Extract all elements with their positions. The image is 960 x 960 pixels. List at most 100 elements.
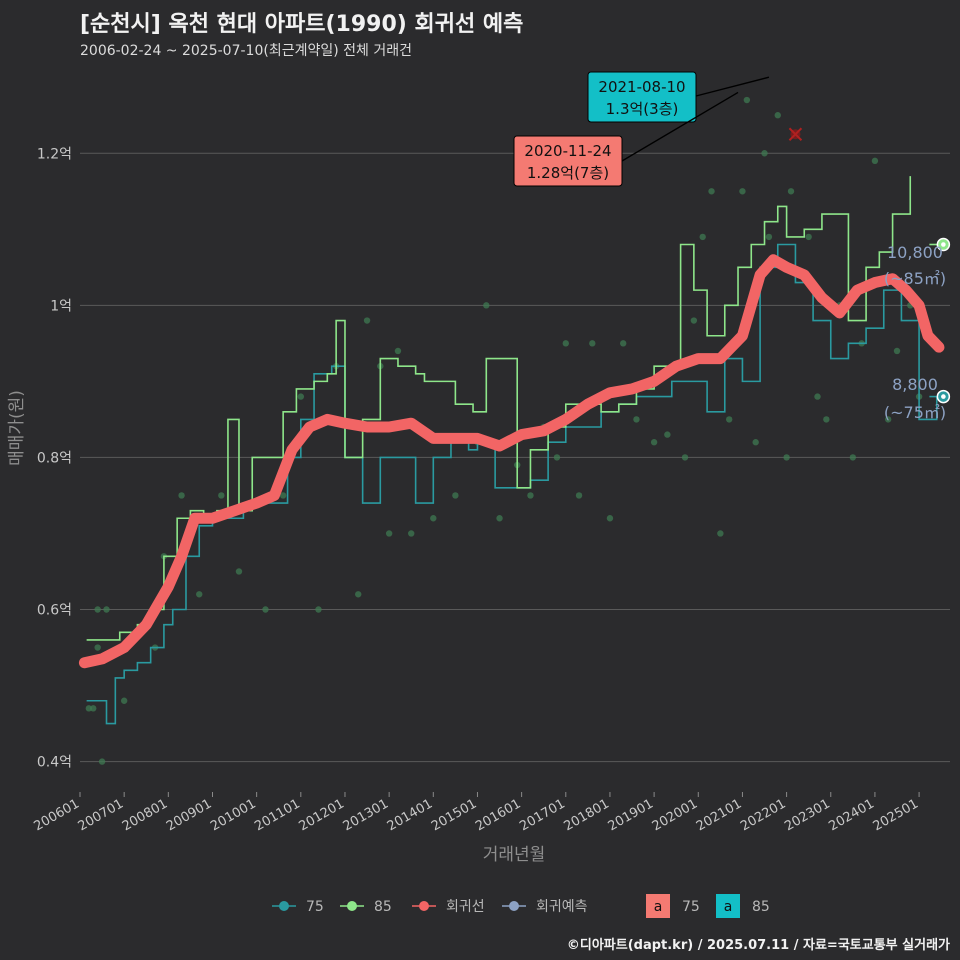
legend-label-swatch bbox=[646, 894, 670, 918]
y-axis-title: 매매가(원) bbox=[7, 390, 27, 466]
scatter-point bbox=[103, 606, 110, 613]
x-tick-label: 200901 bbox=[164, 796, 214, 834]
x-tick-label: 202101 bbox=[694, 796, 744, 834]
scatter-point bbox=[452, 492, 459, 499]
forecast-point-core bbox=[941, 394, 946, 399]
scatter-point bbox=[619, 340, 627, 347]
chart-subtitle: 2006-02-24 ~ 2025-07-10(최근계약일) 전체 거래건 bbox=[80, 43, 412, 59]
legend-key-dot bbox=[509, 901, 519, 911]
scatter-point bbox=[279, 492, 287, 499]
scatter-point bbox=[315, 606, 322, 613]
scatter-point bbox=[783, 454, 790, 461]
scatter-point bbox=[553, 454, 561, 461]
x-tick-label: 201701 bbox=[517, 796, 567, 834]
scatter-point bbox=[262, 606, 269, 613]
annotation-box bbox=[587, 71, 697, 123]
scatter-point bbox=[363, 317, 371, 324]
annotation-price: 1.28억(7층) bbox=[527, 164, 609, 182]
x-tick-label: 201201 bbox=[296, 796, 346, 834]
x-tick-label: 201501 bbox=[429, 796, 479, 834]
scatter-point bbox=[739, 188, 746, 195]
scatter-point bbox=[94, 644, 101, 651]
scatter-point bbox=[690, 317, 698, 324]
scatter-point bbox=[765, 233, 773, 241]
scatter-point bbox=[575, 492, 583, 499]
series-line-75 bbox=[86, 243, 938, 725]
scatter-point bbox=[408, 530, 415, 537]
scatter-point bbox=[527, 492, 534, 499]
x-tick-label: 202301 bbox=[782, 796, 832, 834]
scatter-point bbox=[633, 416, 640, 423]
scatter-point bbox=[664, 431, 671, 438]
scatter-point bbox=[496, 515, 503, 522]
chart-title: [순천시] 옥천 현대 아파트(1990) 회귀선 예측 bbox=[80, 12, 524, 37]
annotations: 2021-08-10 1.3억(3층) 2020-11-24 1.28억(7층) bbox=[513, 71, 770, 187]
annotation-price: 1.3억(3층) bbox=[606, 100, 679, 118]
scatter-point bbox=[814, 393, 821, 400]
forecast-area-label: (~85㎡) bbox=[884, 269, 946, 288]
legend: 75 85 회귀선 회귀예측 a 75 a 85 bbox=[272, 894, 770, 918]
outlier-marker bbox=[788, 127, 803, 141]
grid-lines bbox=[80, 152, 950, 763]
scatter-point bbox=[823, 416, 830, 423]
forecast-area-label: (~75㎡) bbox=[884, 403, 946, 422]
legend-key-dot bbox=[419, 901, 429, 911]
scatter-point bbox=[787, 188, 795, 195]
legend-label-glyph: a bbox=[724, 899, 733, 915]
regression-line bbox=[78, 254, 945, 669]
scatter-point bbox=[196, 591, 203, 598]
x-tick-label: 201301 bbox=[341, 796, 391, 834]
scatter-point bbox=[297, 393, 305, 400]
legend-label-glyph: a bbox=[654, 899, 663, 915]
scatter-point bbox=[752, 439, 759, 446]
annotation-label: 2021-08-10 1.3억(3층) bbox=[587, 71, 770, 123]
x-axis-title: 거래년월 bbox=[483, 845, 546, 865]
x-tick-label: 200601 bbox=[32, 796, 82, 834]
legend-label: 85 bbox=[752, 899, 770, 915]
forecast-points: 10,800 (~85㎡) 8,800 (~75㎡) bbox=[884, 237, 951, 422]
y-tick-label: 0.8억 bbox=[37, 450, 72, 466]
legend-key-dot bbox=[279, 901, 289, 911]
scatter-point bbox=[98, 758, 106, 765]
forecast-point-core bbox=[941, 242, 946, 247]
x-tick-label: 202501 bbox=[871, 796, 921, 834]
x-tick-label: 202001 bbox=[650, 796, 700, 834]
legend-label: 75 bbox=[306, 899, 324, 915]
annotation-leader bbox=[621, 91, 739, 162]
legend-label: 75 bbox=[682, 899, 700, 915]
scatter-point bbox=[94, 606, 101, 613]
y-tick-label: 1억 bbox=[50, 298, 72, 314]
footer-credit: ©디아파트(dapt.kr) / 2025.07.11 / 자료=국토교통부 실… bbox=[566, 938, 950, 953]
scatter-points bbox=[85, 96, 923, 765]
scatter-point bbox=[235, 568, 243, 575]
scatter-point bbox=[893, 347, 901, 355]
scatter-point bbox=[708, 188, 715, 195]
scatter-point bbox=[743, 96, 751, 104]
x-tick-label: 200701 bbox=[76, 796, 126, 834]
scatter-point bbox=[430, 515, 437, 522]
scatter-point bbox=[385, 530, 393, 537]
scatter-point bbox=[884, 416, 892, 423]
series-lines bbox=[78, 176, 945, 725]
scatter-point bbox=[650, 439, 658, 446]
x-tick-label: 201101 bbox=[252, 796, 302, 834]
scatter-point bbox=[355, 591, 362, 598]
legend-label-swatch bbox=[716, 894, 740, 918]
y-tick-label: 1.2억 bbox=[37, 146, 72, 162]
scatter-point bbox=[871, 157, 879, 165]
legend-label: 85 bbox=[374, 899, 392, 915]
scatter-point bbox=[90, 705, 97, 712]
outlier-x bbox=[788, 127, 803, 141]
scatter-point bbox=[805, 233, 812, 241]
scatter-point bbox=[606, 515, 614, 522]
x-tick-label: 200801 bbox=[120, 796, 170, 834]
legend-label: 회귀선 bbox=[446, 899, 485, 915]
x-tick-label: 202401 bbox=[826, 796, 876, 834]
annotation-box bbox=[513, 135, 623, 187]
x-tick-label: 201801 bbox=[561, 796, 611, 834]
annotation-label: 2020-11-24 1.28억(7층) bbox=[513, 91, 739, 187]
y-axis-ticks: 0.4억 0.6억 0.8억 1억 1.2억 bbox=[37, 146, 72, 770]
scatter-point bbox=[562, 340, 569, 347]
x-tick-label: 201901 bbox=[606, 796, 656, 834]
